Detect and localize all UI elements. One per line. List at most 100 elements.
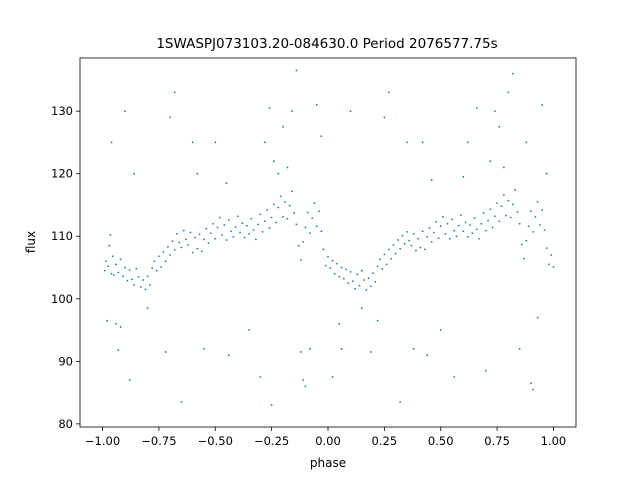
data-point — [331, 376, 334, 378]
data-point — [354, 287, 356, 290]
data-point — [196, 172, 199, 175]
data-point — [320, 230, 323, 233]
data-point — [304, 385, 307, 388]
data-point — [135, 267, 138, 270]
data-point — [383, 116, 386, 119]
data-point — [158, 255, 160, 258]
data-point — [176, 232, 178, 235]
data-point — [399, 401, 402, 403]
data-point — [439, 225, 442, 228]
data-point — [164, 351, 167, 353]
data-point — [426, 235, 429, 238]
data-point — [284, 200, 287, 203]
data-point — [532, 230, 535, 233]
data-point — [302, 240, 305, 243]
data-point — [424, 248, 426, 251]
data-point — [340, 347, 343, 350]
data-point — [410, 244, 413, 247]
data-point — [313, 202, 316, 205]
data-point — [525, 141, 528, 144]
data-point — [530, 210, 532, 213]
data-point — [248, 329, 250, 331]
x-tick-label: 0.25 — [372, 434, 398, 448]
data-point — [263, 141, 266, 144]
data-point — [376, 265, 379, 268]
data-point — [498, 220, 501, 223]
data-point — [300, 351, 302, 353]
plot-frame — [79, 57, 577, 428]
data-point — [139, 286, 142, 288]
data-points — [103, 69, 555, 407]
data-point — [105, 260, 107, 263]
data-point — [489, 208, 492, 211]
data-point — [473, 217, 476, 220]
data-point — [155, 269, 158, 272]
data-point — [164, 260, 167, 263]
data-point — [523, 257, 526, 260]
data-point — [480, 222, 483, 225]
y-tick-label: 80 — [58, 417, 73, 431]
data-point — [124, 110, 126, 113]
data-point — [130, 278, 133, 281]
data-point — [453, 376, 456, 378]
data-point — [180, 401, 183, 403]
data-point — [462, 230, 465, 233]
data-point — [218, 216, 221, 219]
data-point — [223, 224, 226, 226]
data-point — [162, 250, 165, 253]
data-point — [272, 203, 275, 206]
data-point — [198, 233, 201, 236]
data-point — [144, 288, 147, 291]
data-point — [169, 116, 172, 119]
data-point — [419, 246, 422, 249]
data-point — [347, 282, 350, 285]
x-axis-ticks: −1.00 −0.75 −0.50 −0.25 0.00 0.25 0.50 0.75 1.00 — [85, 427, 566, 448]
x-tick-label: −0.50 — [198, 434, 233, 448]
data-point — [146, 275, 149, 278]
data-point — [525, 239, 528, 242]
y-axis-label: flux — [24, 231, 38, 253]
data-point — [187, 244, 190, 246]
x-tick-label: −1.00 — [85, 434, 120, 448]
data-point — [291, 190, 293, 193]
data-point — [471, 232, 474, 235]
data-point — [171, 240, 174, 243]
data-point — [406, 230, 408, 233]
data-point — [245, 224, 248, 227]
data-point — [412, 347, 415, 350]
data-point — [387, 248, 390, 251]
data-point — [203, 347, 205, 350]
data-point — [225, 182, 228, 184]
y-tick-label: 100 — [51, 292, 73, 306]
data-point — [372, 272, 374, 275]
data-point — [502, 194, 505, 196]
data-point — [277, 172, 280, 175]
y-tick-label: 90 — [58, 354, 73, 368]
data-point — [185, 238, 187, 241]
data-point — [252, 229, 255, 231]
data-point — [365, 289, 368, 291]
data-point — [518, 222, 521, 225]
data-point — [399, 247, 402, 250]
y-axis-ticks: 80 90 100 110 120 130 — [51, 104, 80, 431]
data-point — [259, 376, 262, 378]
data-point — [250, 217, 253, 220]
x-axis-label: phase — [310, 456, 346, 470]
data-point — [309, 232, 311, 235]
data-point — [464, 221, 467, 224]
data-point — [146, 307, 149, 310]
data-point — [106, 319, 108, 322]
data-point — [212, 222, 214, 225]
data-point — [505, 214, 508, 217]
data-point — [230, 230, 232, 233]
data-point — [331, 259, 334, 262]
data-point — [381, 267, 384, 270]
data-point — [550, 254, 553, 256]
data-point — [530, 382, 532, 385]
data-point — [151, 267, 154, 270]
data-point — [277, 206, 280, 209]
data-point — [234, 225, 237, 228]
data-point — [103, 269, 106, 272]
x-tick-label: 1.00 — [541, 434, 567, 448]
data-point — [367, 277, 370, 280]
